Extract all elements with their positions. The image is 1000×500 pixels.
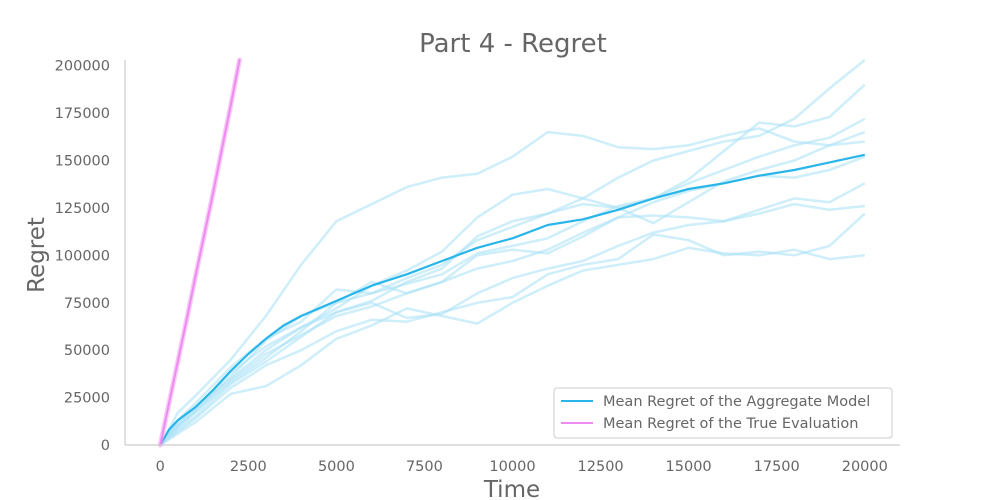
x-tick-label: 2500 [230,459,267,475]
legend-label-aggregate: Mean Regret of the Aggregate Model [603,394,870,410]
individual-run-line-7 [159,182,866,446]
y-axis-label: Regret [24,217,50,293]
mean-series [157,57,866,448]
x-tick-label: 10000 [489,459,535,475]
x-tick-label: 7500 [406,459,443,475]
x-ticks: 0 2500 5000 7500 10000 12500 15000 17500 20000 [156,459,888,475]
x-tick-label: 12500 [578,459,624,475]
y-tick-label: 75000 [64,296,110,312]
x-tick-label: 20000 [842,459,888,475]
x-tick-label: 0 [156,459,165,475]
true-eval-mean-line [159,59,241,446]
individual-run-line-10 [159,246,865,447]
y-tick-label: 50000 [64,343,110,359]
individual-run-line-1 [159,127,865,446]
y-tick-label: 25000 [64,391,110,407]
x-tick-label: 17500 [754,459,800,475]
y-tick-label: 0 [101,438,110,454]
legend-box [553,387,893,439]
x-tick-label: 5000 [318,459,355,475]
y-tick-label: 100000 [55,248,110,264]
individual-run-line-5 [159,130,866,446]
individual-runs [159,59,866,447]
legend-label-true-eval: Mean Regret of the True Evaluation [603,416,858,432]
y-tick-label: 150000 [55,154,110,170]
x-axis-label: Time [483,477,540,500]
x-tick-label: 15000 [666,459,712,475]
y-ticks: 0 25000 50000 75000 100000 125000 150000 175000… [55,59,110,454]
individual-run-line-8 [159,202,865,446]
legend: Mean Regret of the Aggregate Model Mean … [553,387,893,439]
y-tick-label: 175000 [55,106,110,122]
y-tick-label: 200000 [55,59,110,75]
aggregate-mean-line [159,153,866,446]
individual-run-line-3 [159,83,866,446]
y-tick-label: 125000 [55,201,110,217]
chart-title: Part 4 - Regret [419,29,607,59]
